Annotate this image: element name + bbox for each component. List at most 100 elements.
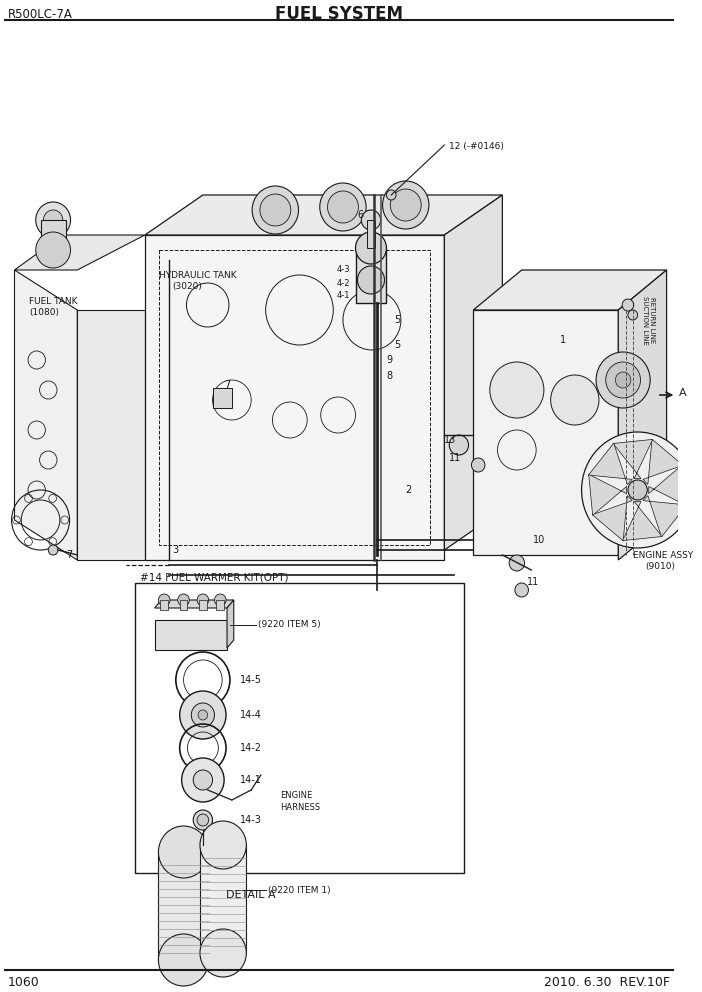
Text: (3020): (3020) <box>172 282 202 291</box>
Text: HYDRAULIC TANK: HYDRAULIC TANK <box>159 271 237 280</box>
Text: 5: 5 <box>394 315 400 325</box>
Circle shape <box>36 232 70 268</box>
Text: (1080): (1080) <box>29 309 59 317</box>
Text: 4-3: 4-3 <box>336 266 350 275</box>
Text: 11: 11 <box>526 577 538 587</box>
Text: 1060: 1060 <box>8 975 39 988</box>
Text: 14-1: 14-1 <box>239 775 261 785</box>
Circle shape <box>198 710 208 720</box>
Polygon shape <box>444 195 503 550</box>
Text: 14-4: 14-4 <box>239 710 261 720</box>
Circle shape <box>260 194 291 226</box>
Circle shape <box>362 210 380 230</box>
Circle shape <box>178 594 190 606</box>
Polygon shape <box>154 600 234 608</box>
Text: A: A <box>679 388 687 398</box>
Circle shape <box>191 703 215 727</box>
Bar <box>41 220 66 250</box>
Text: FUEL SYSTEM: FUEL SYSTEM <box>275 5 403 23</box>
Bar <box>200 845 246 953</box>
Bar <box>216 600 224 610</box>
Text: 2010. 6.30  REV.10F: 2010. 6.30 REV.10F <box>545 975 670 988</box>
Circle shape <box>200 821 246 869</box>
Text: 4-1: 4-1 <box>336 292 350 301</box>
Text: 5: 5 <box>394 340 400 350</box>
Bar <box>367 220 375 248</box>
Circle shape <box>252 186 298 234</box>
Circle shape <box>320 183 366 231</box>
Text: 10: 10 <box>534 535 545 545</box>
Circle shape <box>193 770 213 790</box>
Circle shape <box>48 545 58 555</box>
Polygon shape <box>618 270 667 560</box>
Text: 13: 13 <box>444 435 456 445</box>
Circle shape <box>490 362 544 418</box>
Polygon shape <box>623 502 662 541</box>
Circle shape <box>36 202 70 238</box>
Circle shape <box>550 375 599 425</box>
Circle shape <box>357 266 385 294</box>
Text: 7: 7 <box>224 380 230 390</box>
Polygon shape <box>15 235 145 270</box>
Circle shape <box>159 826 208 878</box>
Text: RETURN LINE: RETURN LINE <box>649 297 655 343</box>
Bar <box>199 600 206 610</box>
Text: 2: 2 <box>406 485 412 495</box>
Text: R500LC-7A: R500LC-7A <box>8 8 72 21</box>
Text: 4-2: 4-2 <box>336 279 350 288</box>
Bar <box>213 388 232 408</box>
Text: 14-2: 14-2 <box>239 743 262 753</box>
Polygon shape <box>145 235 444 560</box>
Text: (9220 ITEM 1): (9220 ITEM 1) <box>267 886 330 895</box>
Polygon shape <box>588 443 633 484</box>
Circle shape <box>509 555 524 571</box>
Circle shape <box>328 191 359 223</box>
Circle shape <box>200 929 246 977</box>
Circle shape <box>616 372 631 388</box>
Circle shape <box>390 189 421 221</box>
Polygon shape <box>643 496 687 537</box>
Text: FUEL TANK: FUEL TANK <box>29 298 77 307</box>
Text: ENGINE: ENGINE <box>280 791 312 800</box>
Polygon shape <box>227 600 234 648</box>
Bar <box>180 600 187 610</box>
Circle shape <box>606 362 640 398</box>
Circle shape <box>383 181 429 229</box>
Polygon shape <box>473 310 618 555</box>
Text: SUCTION LINE: SUCTION LINE <box>642 296 649 344</box>
Circle shape <box>449 435 468 455</box>
Text: 1: 1 <box>560 335 567 345</box>
Bar <box>160 600 168 610</box>
Circle shape <box>197 814 208 826</box>
Circle shape <box>355 232 386 264</box>
Text: 14-5: 14-5 <box>239 675 262 685</box>
Circle shape <box>159 934 208 986</box>
Text: ENGINE ASSY: ENGINE ASSY <box>633 551 693 559</box>
Text: DETAIL A: DETAIL A <box>226 890 276 900</box>
Polygon shape <box>592 496 633 541</box>
Bar <box>355 248 386 303</box>
Circle shape <box>215 594 226 606</box>
Circle shape <box>628 480 647 500</box>
Circle shape <box>515 583 529 597</box>
Text: (9220 ITEM 5): (9220 ITEM 5) <box>258 621 321 630</box>
Circle shape <box>180 691 226 739</box>
Text: 14-3: 14-3 <box>239 815 261 825</box>
Text: (9010): (9010) <box>645 562 675 571</box>
Text: HARNESS: HARNESS <box>280 804 320 812</box>
Circle shape <box>581 432 694 548</box>
Circle shape <box>44 210 62 230</box>
Circle shape <box>472 458 485 472</box>
Polygon shape <box>613 439 653 478</box>
Text: 11: 11 <box>449 453 461 463</box>
Circle shape <box>386 190 396 200</box>
Text: 7: 7 <box>66 550 72 560</box>
Polygon shape <box>589 474 626 516</box>
Circle shape <box>622 299 634 311</box>
Circle shape <box>159 594 170 606</box>
Polygon shape <box>15 270 77 560</box>
Text: 9: 9 <box>386 355 392 365</box>
Polygon shape <box>77 310 145 560</box>
Polygon shape <box>473 270 667 310</box>
Text: #14 FUEL WARMER KIT(OPT): #14 FUEL WARMER KIT(OPT) <box>140 573 289 583</box>
